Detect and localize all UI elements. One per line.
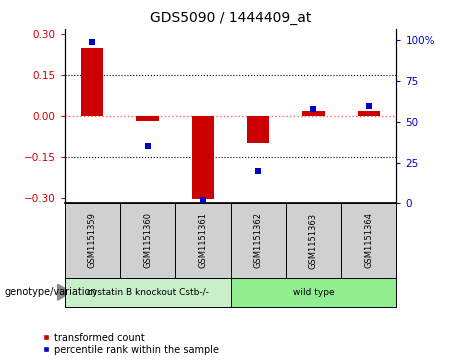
Point bbox=[254, 168, 262, 174]
Polygon shape bbox=[58, 284, 71, 300]
Bar bbox=[136, 116, 159, 121]
Text: GSM1151364: GSM1151364 bbox=[364, 212, 373, 269]
Text: genotype/variation: genotype/variation bbox=[5, 287, 97, 297]
Text: GSM1151359: GSM1151359 bbox=[88, 213, 97, 268]
Text: GSM1151360: GSM1151360 bbox=[143, 212, 152, 269]
Title: GDS5090 / 1444409_at: GDS5090 / 1444409_at bbox=[150, 11, 311, 25]
Point bbox=[199, 197, 207, 203]
Bar bbox=[358, 111, 380, 116]
Text: GSM1151362: GSM1151362 bbox=[254, 212, 263, 269]
Point bbox=[144, 143, 151, 149]
Point bbox=[89, 39, 96, 45]
Point bbox=[365, 103, 372, 109]
Legend: transformed count, percentile rank within the sample: transformed count, percentile rank withi… bbox=[42, 333, 219, 355]
Text: GSM1151361: GSM1151361 bbox=[198, 212, 207, 269]
Bar bbox=[302, 111, 325, 116]
Text: cystatin B knockout Cstb-/-: cystatin B knockout Cstb-/- bbox=[87, 288, 208, 297]
Bar bbox=[192, 116, 214, 199]
Point bbox=[310, 106, 317, 112]
Bar bbox=[247, 116, 269, 143]
Text: GSM1151363: GSM1151363 bbox=[309, 212, 318, 269]
Text: wild type: wild type bbox=[293, 288, 334, 297]
Bar bbox=[81, 48, 103, 116]
